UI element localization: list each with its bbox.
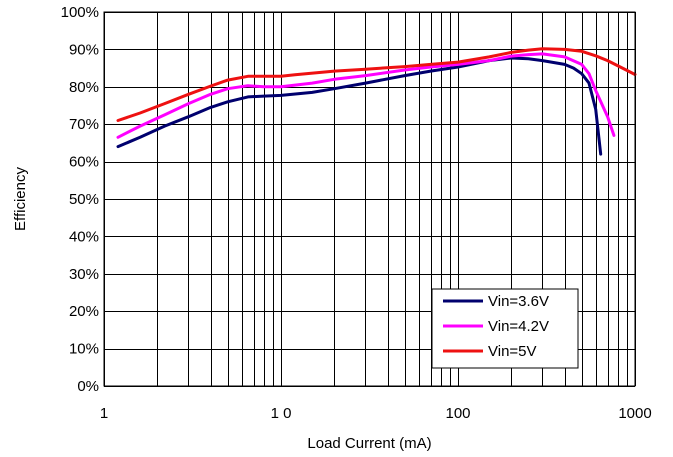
x-tick-label: 1000 [618,405,651,422]
y-tick-label: 90% [69,41,99,58]
y-tick-label: 30% [69,266,99,283]
legend-label-3: Vin=5V [488,343,537,360]
series-lines [116,47,637,156]
y-tick-label: 20% [69,303,99,320]
legend-label-2: Vin=4.2V [488,318,549,335]
legend: Vin=3.6V Vin=4.2V Vin=5V [431,288,579,369]
y-tick-label: 70% [69,116,99,133]
y-tick-label: 60% [69,154,99,171]
series-line-1 [116,56,603,156]
x-tick-label: 1 [100,405,108,422]
x-axis-title: Load Current (mA) [307,435,431,452]
y-tick-labels: 0% 10% 20% 30% 40% 50% 60% 70% 80% 90% 100% [61,4,99,395]
y-tick-label: 50% [69,191,99,208]
y-axis-title: Efficiency [12,167,29,231]
x-tick-labels: 1 1 0 100 1000 [100,405,652,422]
series-line-2 [116,52,616,139]
y-tick-label: 0% [77,378,99,395]
legend-label-1: Vin=3.6V [488,293,549,310]
plot-frame [103,11,636,387]
x-tick-label: 1 0 [271,405,292,422]
series-line-3 [116,47,637,122]
y-tick-label: 80% [69,79,99,96]
x-tick-label: 100 [445,405,470,422]
y-tick-label: 40% [69,228,99,245]
y-tick-label: 100% [61,4,99,21]
y-tick-label: 10% [69,341,99,358]
